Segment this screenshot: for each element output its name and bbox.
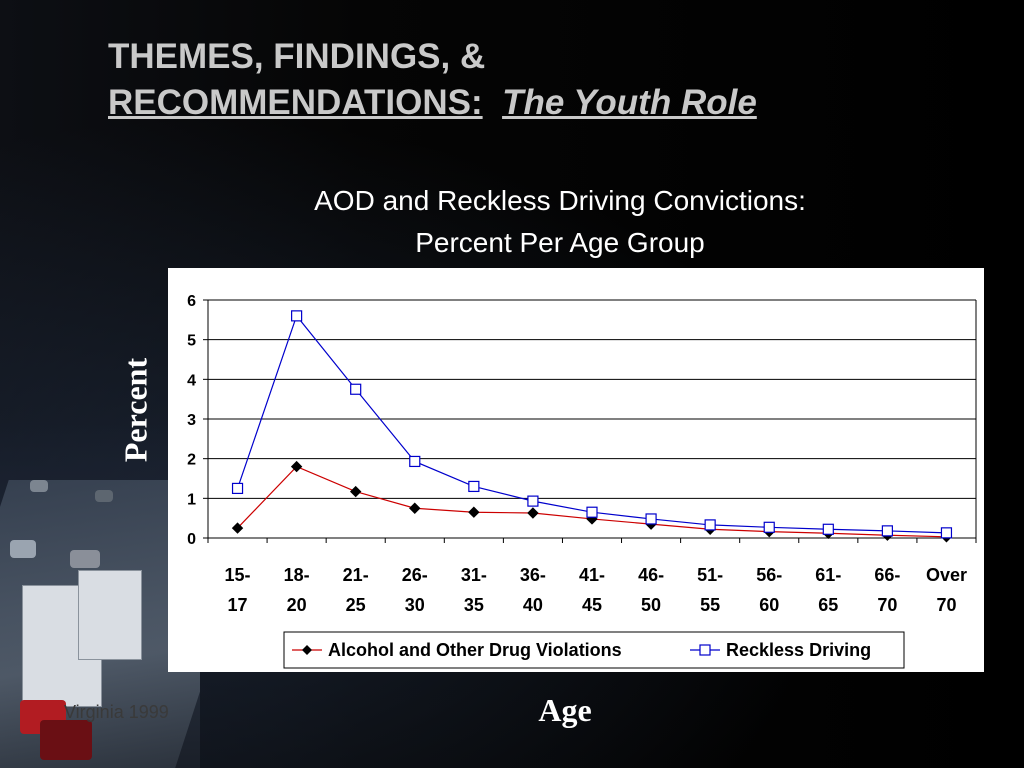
data-point-reckless — [881, 525, 893, 537]
x-tick-label: 51-55 — [697, 565, 723, 615]
series-line — [237, 465, 947, 538]
source-note: Virginia 1999 — [64, 702, 169, 722]
slide-title: THEMES, FINDINGS, & RECOMMENDATIONS: The… — [108, 34, 988, 126]
x-tick-label: Over 70 — [926, 565, 967, 615]
x-tick-label: 31-35 — [461, 565, 487, 615]
series-line — [236, 314, 947, 534]
legend-box — [283, 631, 905, 669]
chart-title: AOD and Reckless Driving Convictions: Pe… — [170, 180, 950, 264]
data-point-aod — [468, 506, 480, 518]
line-chart: 0 1 2 3 4 5 6 15-17 18-20 21-25 26-30 31-35 36-40 41-… — [187, 293, 977, 669]
legend-label: Alcohol and Other Drug Violations — [328, 640, 622, 660]
chart-title-line-1: AOD and Reckless Driving Convictions: — [314, 185, 806, 216]
title-youth-role: The Youth Role — [502, 83, 757, 122]
title-line-2: RECOMMENDATIONS: The Youth Role — [108, 80, 988, 126]
x-tick-label: 66-70 — [874, 565, 900, 615]
y-tick-label: 5 — [187, 333, 196, 350]
traffic-photo — [0, 420, 200, 768]
x-tick-label: 15-17 — [225, 565, 251, 615]
data-point-reckless — [409, 455, 421, 468]
title-line-1: THEMES, FINDINGS, & — [108, 37, 486, 76]
x-tick-label: 56-60 — [756, 565, 782, 615]
y-tick-label: 1 — [187, 491, 196, 508]
y-tick-label: 4 — [187, 372, 196, 389]
data-point-reckless — [586, 506, 598, 518]
data-point-aod — [349, 485, 362, 498]
x-tick-label: 18-20 — [284, 565, 310, 615]
x-axis-label: Age — [538, 692, 592, 728]
data-point-reckless — [763, 521, 775, 533]
data-point-aod — [231, 522, 244, 534]
data-point-reckless — [350, 383, 362, 395]
data-point-reckless — [231, 482, 244, 495]
y-tick-label: 3 — [187, 412, 196, 429]
title-recommendations: RECOMMENDATIONS: — [108, 83, 483, 122]
data-point-reckless — [645, 513, 657, 525]
data-point-reckless — [527, 495, 539, 507]
chart-title-line-2: Percent Per Age Group — [415, 227, 705, 258]
legend-marker-diamond — [302, 645, 312, 655]
y-tick-label: 0 — [187, 531, 196, 548]
x-tick-label: 36-40 — [520, 565, 546, 615]
x-tick-label: 21-25 — [343, 565, 369, 615]
y-tick-label: 6 — [187, 293, 196, 310]
data-point-reckless — [940, 527, 953, 539]
data-point-aod — [290, 460, 303, 473]
data-point-reckless — [822, 523, 834, 535]
legend-marker-square — [699, 644, 711, 656]
x-tick-label: 61-65 — [815, 565, 841, 615]
data-point-reckless — [291, 310, 303, 322]
y-tick-label: 2 — [187, 452, 196, 469]
y-axis-label-wrap: Percent — [116, 335, 156, 485]
data-point-aod — [409, 502, 421, 514]
y-axis-label: Percent — [117, 357, 154, 463]
data-point-aod — [527, 507, 539, 519]
x-tick-label: 26-30 — [402, 565, 428, 615]
x-tick-label: 41-45 — [579, 565, 605, 615]
data-point-reckless — [468, 480, 480, 493]
legend-label: Reckless Driving — [726, 640, 871, 660]
chart-panel: 0 1 2 3 4 5 6 15-17 18-20 21-25 26-30 31-35 36-40 41-… — [168, 268, 984, 672]
x-tick-label: 46-50 — [638, 565, 664, 615]
data-point-reckless — [704, 519, 716, 531]
